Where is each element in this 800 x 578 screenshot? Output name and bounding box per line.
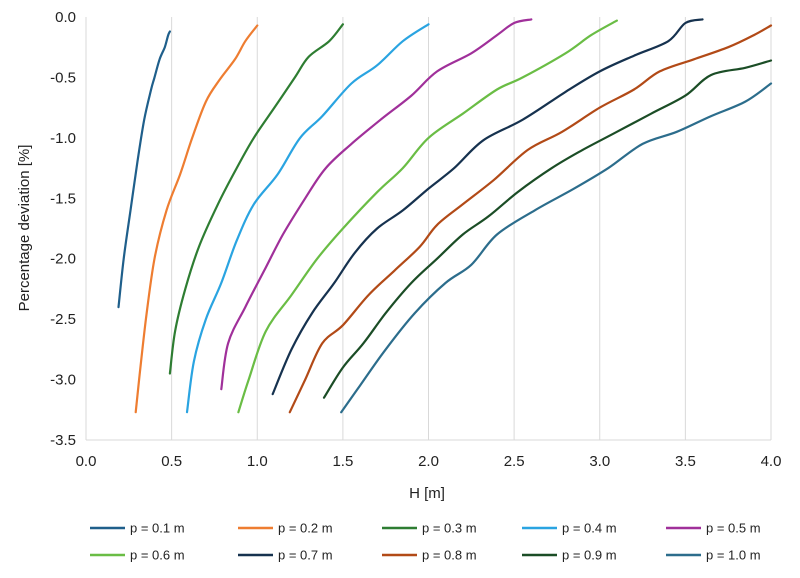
- series-line-p-07-m: [271, 18, 704, 396]
- x-tick-label: 1.5: [332, 453, 353, 470]
- series-line-p-01-m: [117, 30, 171, 309]
- legend-label: p = 0.6 m: [130, 548, 185, 563]
- series-line-p-10-m: [340, 82, 773, 414]
- y-tick-label: -1.0: [50, 130, 76, 147]
- series-line-p-06-m: [237, 19, 618, 414]
- series-line-p-02-m: [134, 24, 259, 414]
- legend-label: p = 0.5 m: [706, 521, 761, 536]
- legend-label: p = 0.7 m: [278, 548, 333, 563]
- x-tick-label: 1.0: [247, 453, 268, 470]
- series-line-p-04-m: [185, 23, 430, 414]
- x-tick-label: 2.5: [504, 453, 525, 470]
- legend: p = 0.1 m p = 0.2 m p = 0.3 m p = 0.4 m p = …: [90, 521, 761, 563]
- x-tick-label: 2.0: [418, 453, 439, 470]
- x-tick-label: 4.0: [761, 453, 782, 470]
- series-line-p-03-m: [168, 23, 344, 375]
- legend-label: p = 0.8 m: [422, 548, 477, 563]
- x-tick-label: 3.0: [589, 453, 610, 470]
- y-tick-label: 0.0: [55, 9, 76, 26]
- y-axis-title: Percentage deviation [%]: [16, 145, 33, 312]
- series-lines: [117, 18, 773, 414]
- gridlines: [85, 17, 772, 441]
- x-tick-label: 0.5: [161, 453, 182, 470]
- legend-label: p = 0.3 m: [422, 521, 477, 536]
- legend-label: p = 1.0 m: [706, 548, 761, 563]
- x-tick-label: 3.5: [675, 453, 696, 470]
- y-tick-label: -2.5: [50, 311, 76, 328]
- y-tick-label: -1.5: [50, 190, 76, 207]
- y-tick-label: -3.5: [50, 432, 76, 449]
- y-tick-label: -2.0: [50, 251, 76, 268]
- x-axis-ticks: 0.0 0.5 1.0 1.5 2.0 2.5 3.0 3.5 4.0: [76, 453, 782, 470]
- legend-label: p = 0.4 m: [562, 521, 617, 536]
- y-tick-label: -0.5: [50, 69, 76, 86]
- series-line-p-05-m: [220, 18, 533, 391]
- series-line-p-09-m: [322, 59, 773, 399]
- legend-label: p = 0.1 m: [130, 521, 185, 536]
- x-tick-label: 0.0: [76, 453, 97, 470]
- series-line-p-08-m: [288, 24, 773, 414]
- legend-label: p = 0.9 m: [562, 548, 617, 563]
- y-axis-ticks: 0.0 -0.5 -1.0 -1.5 -2.0 -2.5 -3.0 -3.5: [50, 9, 76, 449]
- y-tick-label: -3.0: [50, 372, 76, 389]
- x-axis-title: H [m]: [409, 485, 445, 502]
- legend-label: p = 0.2 m: [278, 521, 333, 536]
